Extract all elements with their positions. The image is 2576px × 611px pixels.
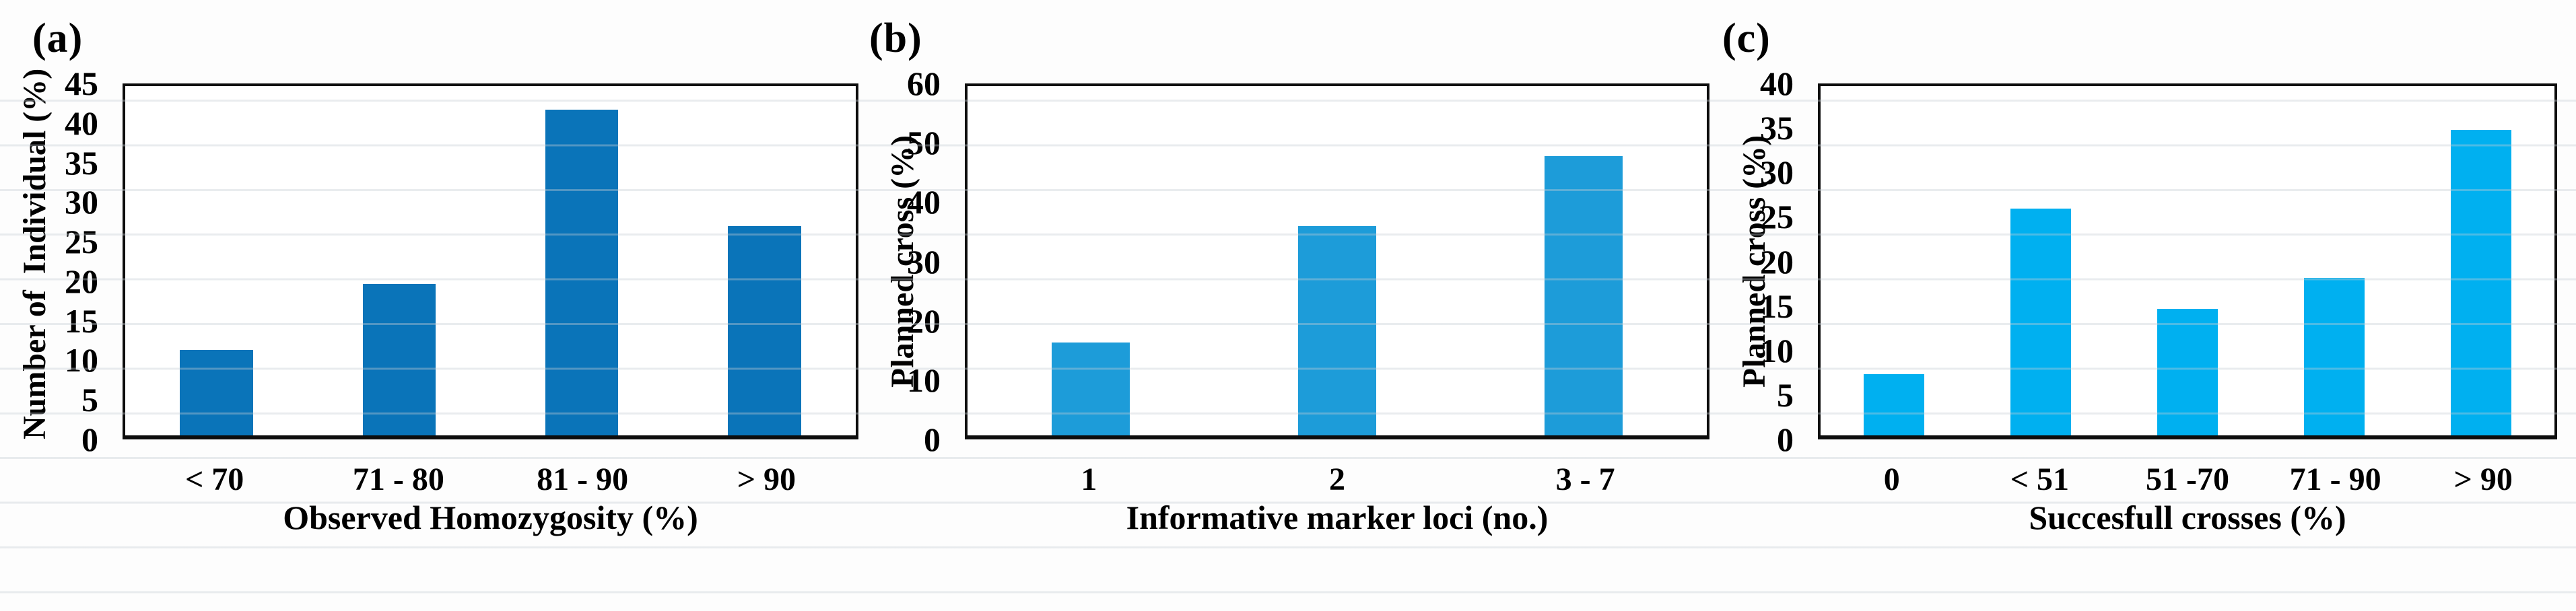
y-tick-label: 0 [924, 421, 941, 458]
x-category-label: < 70 [184, 462, 244, 497]
y-tick-label: 60 [907, 65, 941, 102]
panel-label-a: (a) [32, 15, 83, 61]
y-tick-label: 25 [65, 223, 98, 261]
y-tick-label: 40 [907, 183, 941, 221]
y-tick-label: 45 [65, 65, 98, 102]
y-tick-label: 25 [1760, 198, 1794, 236]
y-axis-ticks-a: 0 5 10 15 20 25 30 35 40 45 [0, 67, 98, 456]
y-axis-ticks-c: 0 5 10 15 20 25 30 35 40 [1717, 67, 1794, 456]
y-tick-label: 40 [65, 104, 98, 142]
bar [2157, 308, 2218, 435]
y-tick-label: 15 [65, 301, 98, 340]
bar [362, 284, 436, 435]
x-axis-title-a: Observed Homozygosity (%) [283, 499, 698, 536]
y-tick-label: 10 [1760, 331, 1794, 369]
y-tick-label: 20 [1760, 242, 1794, 281]
bar [2010, 208, 2072, 435]
y-tick-label: 0 [81, 421, 98, 458]
bar [180, 350, 253, 435]
bar [2450, 129, 2512, 435]
y-tick-label: 50 [907, 124, 941, 162]
x-category-label: 2 [1328, 462, 1345, 497]
y-axis-ticks-b: 0 10 20 30 40 50 60 [858, 67, 941, 456]
bar [728, 225, 801, 435]
plot-area-c [1818, 83, 2557, 439]
x-axis-title-b: Informative marker loci (no.) [1126, 499, 1549, 536]
x-category-label: 1 [1081, 462, 1097, 497]
y-tick-label: 20 [65, 262, 98, 300]
x-axis-title-c: Succesfull crosses (%) [2029, 499, 2346, 536]
plot-area-a [123, 83, 858, 439]
x-category-label: 0 [1883, 462, 1900, 497]
x-category-label: 71 - 90 [2289, 462, 2381, 497]
plot-area-b [965, 83, 1709, 439]
x-axis-categories-a: < 70 71 - 80 81 - 90 > 90 [123, 460, 858, 499]
x-category-label: < 51 [2010, 462, 2070, 497]
y-tick-label: 10 [65, 341, 98, 380]
bar [2303, 278, 2365, 435]
bar [545, 109, 619, 435]
y-tick-label: 15 [1760, 287, 1794, 325]
panel-label-c: (c) [1722, 15, 1771, 61]
y-tick-label: 35 [65, 143, 98, 182]
y-tick-label: 20 [907, 301, 941, 340]
y-tick-label: 0 [1777, 421, 1794, 458]
bar [1863, 374, 1925, 435]
x-category-label: 3 - 7 [1555, 462, 1615, 497]
y-tick-label: 35 [1760, 109, 1794, 147]
chart-panel-a: (a) Number of Individual (%) 0 5 10 15 20 25 3… [0, 0, 858, 545]
chart-panel-c: (c) Planned cross (%) 0 5 10 15 20 25 30 35 40 0… [1717, 0, 2576, 545]
y-tick-label: 5 [1777, 375, 1794, 414]
bar [1052, 342, 1130, 435]
x-category-label: 71 - 80 [352, 462, 444, 497]
x-axis-categories-b: 1 2 3 - 7 [965, 460, 1709, 499]
y-tick-label: 30 [1760, 153, 1794, 192]
x-axis-categories-c: 0 < 51 51 -70 71 - 90 > 90 [1818, 460, 2557, 499]
y-tick-label: 5 [81, 381, 98, 419]
y-tick-label: 40 [1760, 65, 1794, 102]
bar [1298, 225, 1376, 435]
y-tick-label: 30 [907, 242, 941, 281]
x-category-label: 81 - 90 [537, 462, 629, 497]
x-category-label: 51 -70 [2145, 462, 2229, 497]
y-tick-label: 10 [907, 361, 941, 399]
panel-label-b: (b) [869, 15, 922, 61]
x-category-label: > 90 [737, 462, 796, 497]
bar [1545, 155, 1623, 435]
y-tick-label: 30 [65, 183, 98, 221]
x-category-label: > 90 [2453, 462, 2513, 497]
